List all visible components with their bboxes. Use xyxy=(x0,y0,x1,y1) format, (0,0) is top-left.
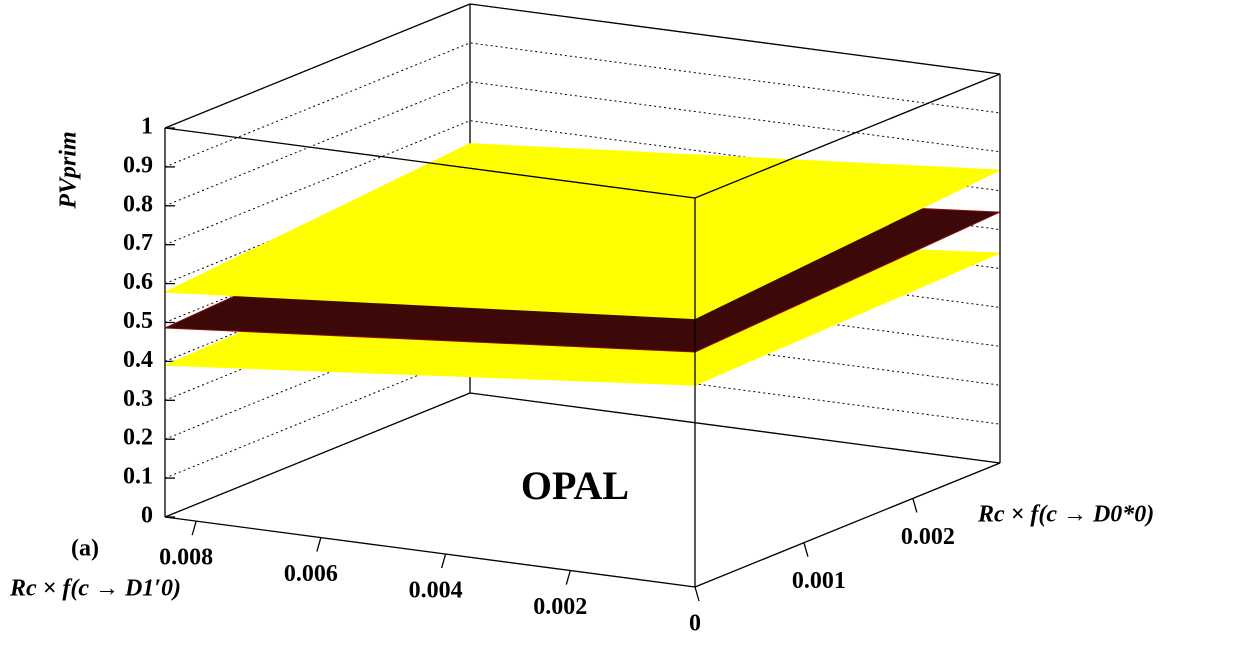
x-axis-label: Rc × f(c → D1′0) xyxy=(9,576,181,602)
grid-line xyxy=(164,314,1001,440)
z-tick-label: 0.5 xyxy=(123,308,153,334)
tick-mark xyxy=(565,570,571,585)
z-tick-label: 0 xyxy=(141,503,153,529)
tick-mark xyxy=(912,498,918,513)
grid-line xyxy=(164,392,1001,518)
z-tick-label: 0.9 xyxy=(123,152,153,178)
y-tick-label: 0 xyxy=(689,611,701,637)
x-tick-label: 0.004 xyxy=(409,578,463,604)
surface xyxy=(164,143,1001,320)
z-tick-label: 0.8 xyxy=(123,191,153,217)
grid-line xyxy=(164,81,1001,207)
box-edge xyxy=(469,3,1001,75)
box-edge xyxy=(164,3,471,129)
y-tick-label: 0.002 xyxy=(901,524,955,550)
z-tick-label: 0.1 xyxy=(123,464,153,490)
z-tick-label: 1 xyxy=(141,114,153,140)
y-axis-label: Rc × f(c → D0*0) xyxy=(977,502,1154,528)
x-tick-label: 0.006 xyxy=(284,561,338,587)
box-edge xyxy=(164,127,696,199)
z-tick-label: 0.4 xyxy=(123,347,153,373)
box-edge xyxy=(164,392,471,518)
annotation: (a) xyxy=(71,536,99,562)
x-tick-label: 0.008 xyxy=(159,545,213,571)
annotation: OPAL xyxy=(521,463,629,508)
z-tick-label: 0.7 xyxy=(123,230,153,256)
tick-mark xyxy=(694,586,700,602)
tick-mark xyxy=(316,537,322,552)
z-tick-label: 0.6 xyxy=(123,269,153,295)
z-tick-label: 0.2 xyxy=(123,425,153,451)
z-axis-label: PVprim xyxy=(56,131,82,209)
box-edge xyxy=(694,462,1001,588)
box-edge xyxy=(164,516,696,588)
grid-line xyxy=(164,42,1001,168)
box-edge xyxy=(694,73,1001,199)
tick-mark xyxy=(191,520,197,536)
grid-line xyxy=(164,3,1001,129)
tick-mark xyxy=(440,553,447,569)
tick-mark xyxy=(803,542,809,557)
grid-line xyxy=(164,353,1001,479)
z-tick-label: 0.3 xyxy=(123,386,153,412)
y-tick-label: 0.001 xyxy=(792,568,846,594)
x-tick-label: 0.002 xyxy=(533,594,587,620)
